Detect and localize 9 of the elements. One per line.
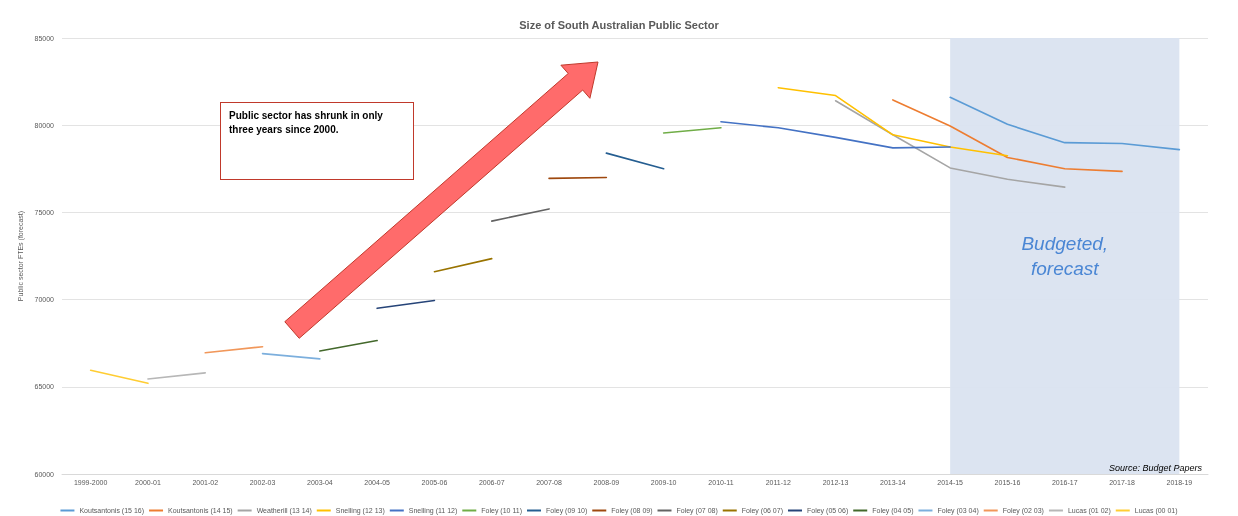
line-series bbox=[892, 99, 1123, 173]
annotation: Public sector has shrunk in only three years since 2000. bbox=[229, 109, 384, 137]
line-series bbox=[720, 120, 951, 149]
annotation: Source: Budget Papers bbox=[1108, 463, 1202, 473]
line-series bbox=[949, 96, 1181, 151]
chart-title: Size of South Australian Public Sector bbox=[519, 18, 720, 31]
line-series bbox=[777, 86, 1009, 157]
band-label: Budgeted, forecast bbox=[1021, 233, 1109, 279]
line-series bbox=[834, 99, 1066, 188]
